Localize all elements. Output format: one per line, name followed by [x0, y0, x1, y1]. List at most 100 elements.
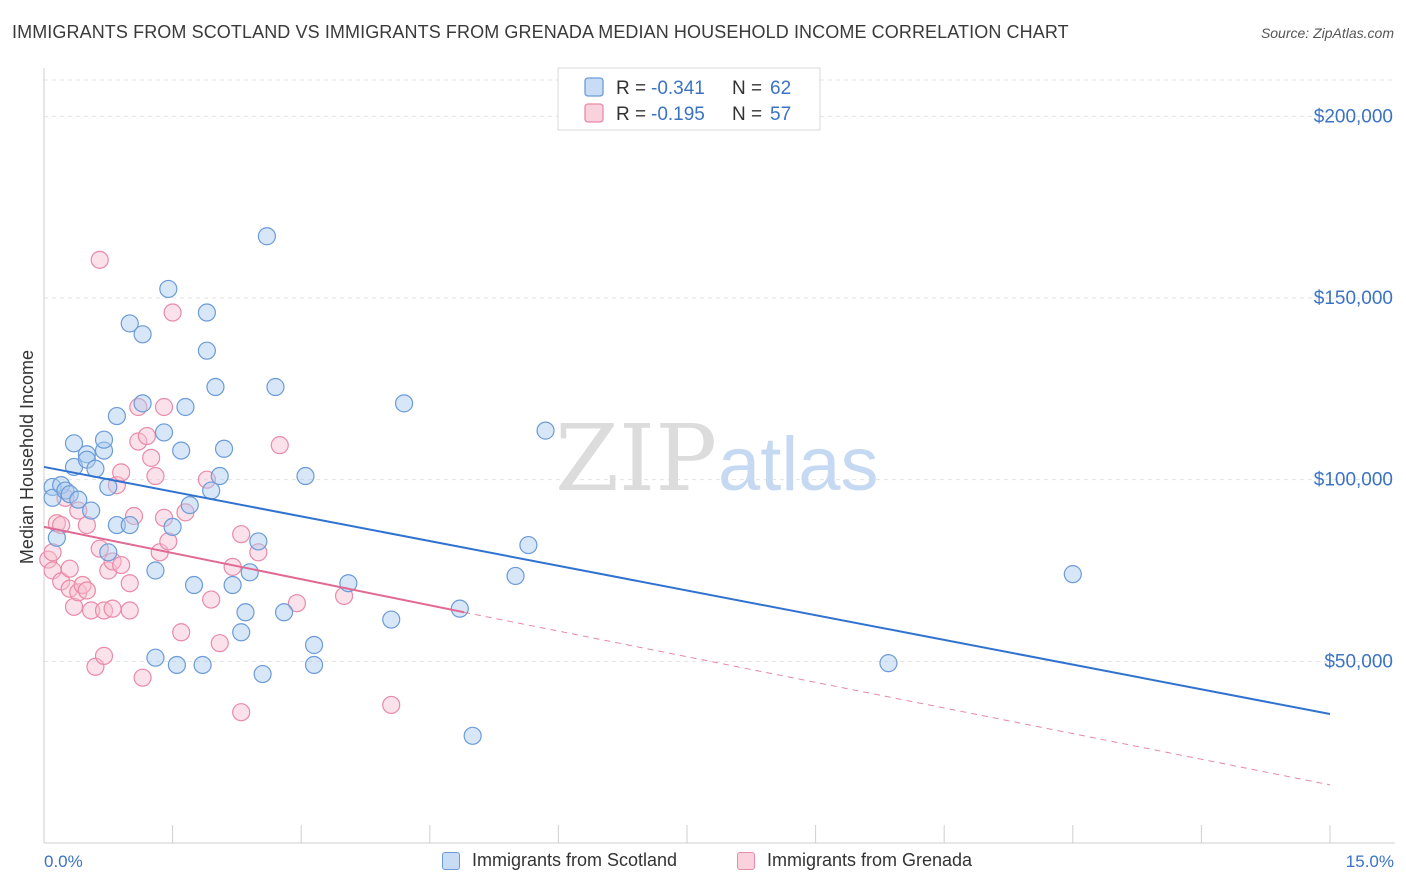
- point-scotland-9: [77, 445, 96, 464]
- point-grenada-15: [82, 601, 101, 620]
- point-grenada-10: [69, 501, 88, 520]
- point-scotland-44: [249, 532, 268, 551]
- point-scotland-50: [304, 635, 324, 655]
- point-scotland-24: [146, 648, 165, 667]
- trend-line-scotland: [43, 465, 1331, 715]
- point-grenada-45: [210, 634, 229, 653]
- point-grenada-41: [172, 623, 191, 642]
- point-scotland-37: [206, 377, 225, 397]
- point-scotland-35: [197, 341, 216, 360]
- point-grenada-23: [103, 599, 122, 618]
- legend-item-scotland[interactable]: Immigrants from Scotland: [442, 850, 677, 871]
- legend-stats-swatch-scotland: [584, 77, 604, 97]
- point-scotland-14: [94, 430, 114, 449]
- point-scotland-19: [120, 515, 139, 535]
- point-grenada-35: [146, 466, 165, 486]
- trend-line-grenada: [43, 525, 465, 614]
- point-grenada-19: [94, 646, 114, 665]
- y-tick-label-3: $200,000: [1314, 106, 1393, 127]
- point-grenada-37: [154, 397, 174, 417]
- point-grenada-14: [77, 581, 96, 600]
- point-scotland-29: [172, 441, 191, 460]
- point-grenada-26: [112, 555, 131, 575]
- source-attribution: Source: ZipAtlas.com: [1260, 25, 1394, 41]
- legend-r-value-grenada: -0.195: [651, 104, 705, 125]
- y-axis-title: Median Household Income: [17, 350, 37, 564]
- point-scotland-54: [394, 394, 414, 413]
- point-scotland-33: [193, 655, 212, 675]
- point-scotland-21: [133, 394, 152, 413]
- point-scotland-46: [257, 227, 277, 246]
- point-scotland-34: [197, 303, 216, 322]
- point-scotland-13: [94, 441, 114, 460]
- point-scotland-6: [64, 434, 84, 453]
- point-grenada-39: [159, 532, 178, 551]
- point-scotland-39: [214, 439, 234, 458]
- point-scotland-56: [463, 726, 482, 745]
- point-grenada-27: [120, 601, 139, 620]
- point-grenada-49: [249, 543, 268, 562]
- point-scotland-53: [382, 610, 401, 629]
- point-scotland-58: [519, 535, 538, 555]
- point-grenada-32: [133, 668, 152, 687]
- legend-item-grenada[interactable]: Immigrants from Grenada: [737, 850, 972, 871]
- point-grenada-51: [287, 594, 307, 613]
- point-grenada-48: [232, 525, 251, 544]
- watermark-atlas: atlas: [718, 422, 879, 507]
- point-scotland-28: [167, 655, 186, 675]
- point-scotland-25: [154, 423, 174, 442]
- y-tick-label-0: $50,000: [1324, 651, 1393, 672]
- axes: [43, 68, 1395, 844]
- point-grenada-33: [137, 426, 156, 446]
- point-scotland-26: [159, 279, 178, 299]
- legend-n-label-grenada: N =: [732, 104, 762, 125]
- trend-lines: [43, 465, 1331, 786]
- legend-label-grenada: Immigrants from Grenada: [767, 850, 973, 870]
- point-scotland-45: [253, 664, 272, 684]
- point-scotland-47: [266, 377, 285, 397]
- y-tick-labels: $50,000 $100,000 $150,000 $200,000: [1314, 106, 1393, 672]
- point-scotland-60: [879, 654, 898, 673]
- watermark: ZIP atlas: [555, 405, 879, 512]
- legend-n-value-grenada: 57: [770, 104, 791, 125]
- point-scotland-42: [236, 603, 255, 622]
- point-scotland-32: [184, 575, 204, 595]
- y-tick-label-1: $100,000: [1314, 470, 1393, 491]
- point-grenada-29: [124, 506, 144, 526]
- legend-bottom: Immigrants from Scotland Immigrants from…: [0, 850, 1406, 880]
- point-scotland-41: [232, 623, 251, 642]
- point-scotland-51: [304, 655, 324, 675]
- point-scotland-57: [506, 566, 525, 586]
- point-scotland-16: [99, 543, 118, 562]
- point-scotland-40: [223, 575, 242, 595]
- point-scotland-20: [120, 314, 139, 333]
- point-scotland-38: [210, 466, 229, 486]
- point-scotland-30: [176, 397, 195, 417]
- point-grenada-13: [77, 515, 96, 535]
- point-scotland-8: [69, 490, 88, 509]
- point-scotland-43: [240, 563, 259, 582]
- point-scotland-17: [107, 406, 126, 426]
- point-grenada-50: [270, 436, 289, 455]
- x-tick-label-min: 0.0%: [44, 852, 83, 871]
- legend-stats: R = -0.341 N = 62 R = -0.195 N = 57: [557, 67, 821, 131]
- point-scotland-49: [296, 466, 315, 486]
- point-scotland-11: [82, 501, 101, 520]
- point-scotland-27: [163, 517, 182, 537]
- watermark-zip: ZIP: [555, 405, 717, 512]
- legend-stats-swatch-grenada: [584, 103, 604, 123]
- legend-label-scotland: Immigrants from Scotland: [472, 850, 678, 870]
- x-tick-label-max: 15.0%: [1345, 852, 1394, 871]
- point-scotland-48: [274, 603, 294, 622]
- point-scotland-22: [133, 325, 152, 344]
- legend-r-value-scotland: -0.341: [651, 78, 705, 99]
- point-scotland-61: [1063, 565, 1082, 584]
- series-grenada-points: [39, 250, 401, 722]
- y-tick-label-2: $150,000: [1314, 288, 1393, 309]
- point-scotland-1: [47, 528, 66, 547]
- point-grenada-40: [163, 303, 182, 322]
- legend-r-label-grenada: R =: [616, 104, 646, 125]
- chart-title: IMMIGRANTS FROM SCOTLAND VS IMMIGRANTS F…: [12, 22, 1069, 42]
- point-scotland-59: [536, 421, 555, 440]
